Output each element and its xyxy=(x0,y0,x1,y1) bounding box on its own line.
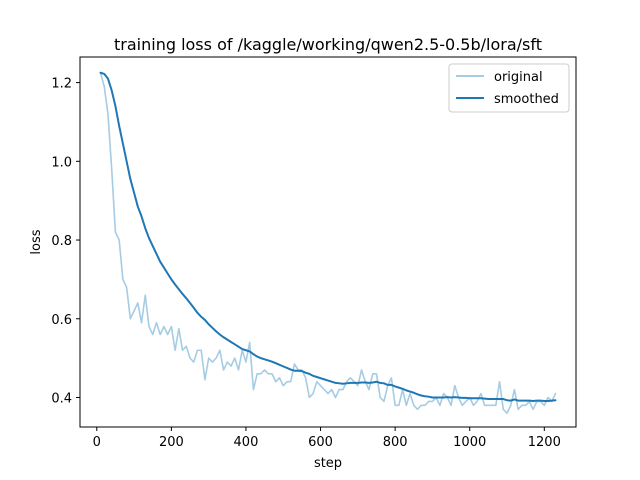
y-axis-label: loss xyxy=(29,229,44,254)
y-tick-label: 0.8 xyxy=(51,234,72,249)
x-tick-label: 400 xyxy=(234,435,259,450)
x-axis-label: step xyxy=(314,456,342,471)
y-tick-label: 0.6 xyxy=(51,313,72,328)
y-axis-ticks: 0.4 0.6 0.8 1.0 1.2 xyxy=(51,77,80,406)
y-tick-label: 1.2 xyxy=(51,77,72,92)
x-tick-label: 600 xyxy=(308,435,333,450)
x-tick-label: 1200 xyxy=(528,435,561,450)
series-layer xyxy=(99,71,557,415)
plot-area xyxy=(79,56,577,428)
x-tick-label: 800 xyxy=(383,435,408,450)
x-tick-label: 200 xyxy=(159,435,184,450)
x-axis-ticks: 0 200 400 600 800 1000 1200 xyxy=(93,427,561,450)
series-line-smoothed xyxy=(99,71,557,403)
y-tick-label: 0.4 xyxy=(51,391,72,406)
legend-label-smoothed: smoothed xyxy=(494,92,559,107)
x-tick-label: 1000 xyxy=(453,435,486,450)
y-tick-label: 1.0 xyxy=(51,155,72,170)
x-tick-label: 0 xyxy=(93,435,101,450)
series-line-original xyxy=(99,71,557,415)
axes-frame xyxy=(79,56,577,428)
legend: original smoothed xyxy=(448,63,570,113)
legend-label-original: original xyxy=(494,70,543,85)
chart-title: training loss of /kaggle/working/qwen2.5… xyxy=(114,35,542,54)
